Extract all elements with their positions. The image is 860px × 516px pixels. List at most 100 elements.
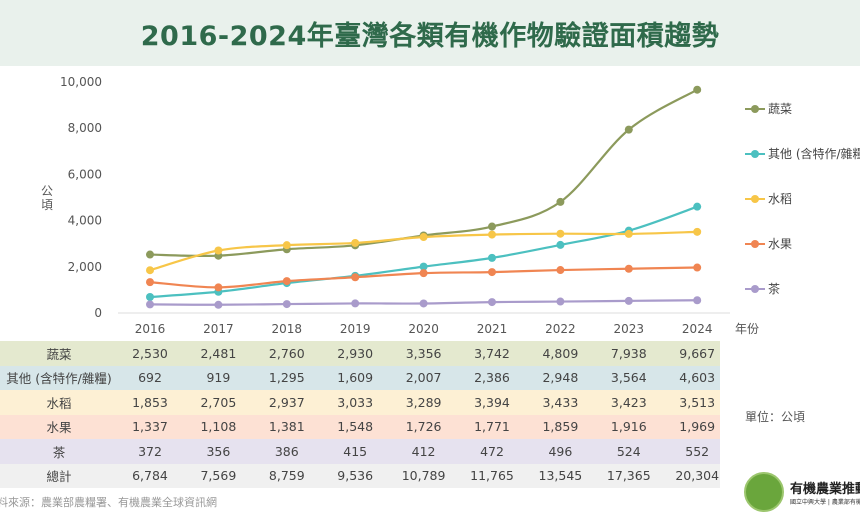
table-cell: 692 (138, 370, 162, 386)
data-point (488, 268, 496, 277)
table-cell: 2,007 (405, 370, 442, 386)
table-cell: 7,569 (200, 468, 237, 484)
data-point (488, 230, 496, 239)
table-cell: 1,337 (132, 419, 168, 435)
data-point (282, 241, 291, 250)
data-point (693, 296, 702, 305)
table-cell: 524 (616, 443, 641, 459)
x-tick-label: 2022 (545, 322, 576, 336)
table-cell: 2,386 (474, 370, 510, 386)
table-cell: 1,771 (474, 419, 510, 435)
x-axis-label: 年份 (735, 322, 759, 336)
x-tick-label: 2024 (682, 322, 713, 336)
data-point (556, 297, 565, 306)
table-row: 水果 1,337 1,108 1,381 1,548 1,726 1,771 1,859 1,9… (0, 414, 720, 439)
table-cell: 3,289 (405, 394, 442, 410)
y-tick-label: 10,000 (60, 75, 102, 89)
y-tick-label: 4,000 (68, 214, 102, 228)
table-cell: 8,759 (268, 468, 305, 484)
data-point (214, 300, 223, 309)
table-cell: 9,536 (337, 468, 374, 484)
table-cell: 2,948 (542, 370, 579, 386)
data-point (556, 229, 565, 238)
source-note: 資料來源：農業部農糧署、有機農業全球資訊網 (0, 496, 217, 509)
table-cell: 1,295 (268, 370, 305, 386)
legend-item: 茶 (745, 280, 780, 297)
data-point (624, 296, 633, 305)
data-point (214, 246, 223, 255)
logo-subtitle: 國立中興大學 | 農業部有機農業驗證 (790, 499, 860, 506)
table-cell: 1,108 (200, 419, 237, 435)
y-axis-label: 公頃 (41, 184, 53, 212)
table-cell: 10,789 (401, 468, 446, 484)
table-cell: 415 (343, 443, 368, 459)
unit-label: 單位：公頃 (745, 410, 806, 424)
table-cell: 3,513 (679, 394, 716, 410)
row-header: 蔬菜 (46, 346, 72, 362)
data-point (419, 233, 428, 242)
data-point (556, 266, 565, 275)
logo-emblem-icon (744, 472, 784, 512)
data-point (146, 300, 154, 309)
table-cell: 472 (480, 443, 504, 459)
row-header: 其他 (含特作/雜糧) (6, 371, 112, 387)
table-cell: 3,394 (474, 394, 510, 410)
data-point (556, 197, 565, 206)
row-header: 總計 (46, 469, 72, 485)
table-cell: 3,564 (610, 370, 647, 386)
row-header: 茶 (52, 444, 66, 460)
table-cell: 4,603 (679, 370, 716, 386)
data-point (419, 269, 428, 278)
legend-marker-icon (745, 104, 765, 113)
table-cell: 552 (685, 443, 710, 459)
data-point (556, 240, 565, 249)
data-point (419, 299, 428, 308)
table-cell: 1,916 (610, 419, 647, 435)
data-point (146, 278, 154, 287)
data-point (419, 262, 428, 271)
legend-item: 水稻 (745, 190, 792, 207)
data-point (693, 227, 702, 236)
table-row: 茶 372 356 386 415 412 472 496 524 552 (0, 439, 720, 464)
y-tick-label: 2,000 (68, 260, 102, 274)
table-cell: 13,545 (538, 468, 583, 484)
table-cell: 496 (548, 443, 573, 459)
title-bar: 2016-2024年臺灣各類有機作物驗證面積趨勢 (0, 0, 860, 66)
legend-label: 水稻 (768, 192, 793, 206)
table-cell: 3,433 (542, 394, 579, 410)
legend-marker-icon (745, 239, 765, 248)
row-header: 水稻 (46, 395, 72, 411)
x-tick-label: 2019 (340, 322, 371, 336)
legend-label: 其他 (含特作/雜糧) (768, 147, 860, 161)
x-tick-label: 2023 (614, 322, 645, 336)
table-cell: 372 (138, 443, 162, 459)
table-cell: 1,548 (337, 419, 374, 435)
table-row: 蔬菜 2,530 2,481 2,760 2,930 3,356 3,742 4,809 7,9… (0, 341, 720, 366)
legend-item: 水果 (745, 235, 792, 252)
table-cell: 2,930 (337, 345, 374, 361)
data-point (351, 273, 360, 282)
table-cell: 2,705 (200, 394, 237, 410)
table-cell: 1,381 (268, 419, 305, 435)
logo-name: 有機農業推動中心 (790, 482, 860, 497)
table-cell: 1,609 (337, 370, 374, 386)
legend-label: 茶 (768, 282, 781, 296)
data-point (624, 125, 633, 134)
legend-item: 其他 (含特作/雜糧) (745, 145, 860, 162)
data-point (214, 283, 223, 292)
legend-marker-icon (745, 194, 765, 203)
line-chart: 0 2,000 4,000 6,000 8,000 10,000 2016 2017 2018 2… (41, 75, 759, 336)
table-cell: 412 (411, 443, 436, 459)
y-tick-label: 8,000 (68, 121, 102, 135)
table-cell: 17,365 (606, 468, 651, 484)
data-point (282, 300, 291, 309)
legend-marker-icon (745, 149, 765, 158)
data-point (488, 298, 496, 307)
y-tick-label: 6,000 (68, 167, 102, 181)
data-point (351, 299, 360, 308)
table-cell: 3,742 (474, 345, 510, 361)
table-row: 總計 6,784 7,569 8,759 9,536 10,789 11,765 13,545… (0, 463, 720, 488)
x-tick-label: 2021 (477, 322, 508, 336)
table-cell: 1,859 (542, 419, 579, 435)
data-point (146, 266, 154, 275)
